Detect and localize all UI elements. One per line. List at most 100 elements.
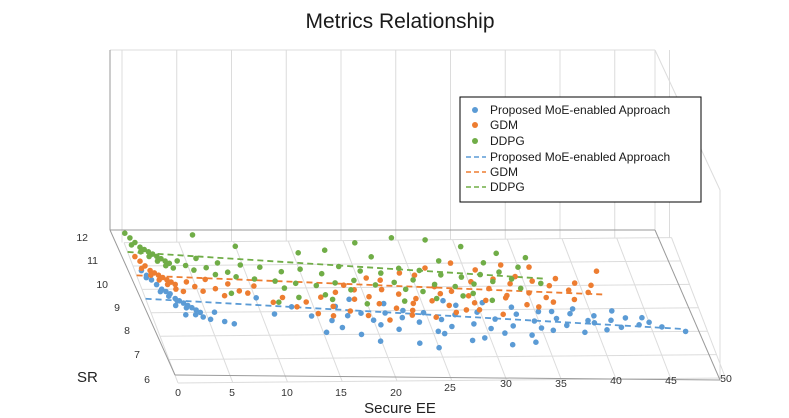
data-point [550,327,557,334]
data-point [639,314,645,321]
data-point [322,292,329,298]
data-point [492,316,498,322]
chart-title: Metrics Relationship [305,10,494,33]
floor-gridline-x [506,238,562,380]
x-tick-label: 20 [390,387,402,399]
data-point [593,268,600,275]
data-point [166,293,172,300]
data-point [526,290,532,296]
data-point [531,318,538,324]
data-point [585,317,591,324]
data-point [281,285,288,291]
data-point [440,297,446,304]
data-point [378,322,384,328]
data-point [137,258,143,265]
data-point [155,272,162,279]
data-point [143,274,150,281]
data-point [276,299,282,306]
data-point [278,268,285,275]
data-point [483,297,489,304]
data-point [192,283,198,290]
data-point [488,325,494,332]
data-point [366,293,372,300]
data-point [431,281,438,288]
data-point [446,302,453,309]
data-point [351,277,357,284]
data-point [646,319,652,326]
data-point [416,267,423,274]
data-point [330,313,337,319]
data-point [357,268,364,274]
data-point [435,258,442,264]
data-point [591,313,597,319]
data-point [522,254,529,261]
y-tick-label: 12 [76,232,88,244]
data-point [146,253,152,260]
data-point [465,293,472,299]
y-tick-label: 8 [124,325,130,337]
data-point [147,267,153,274]
data-point [515,264,521,271]
legend-label-moe-fit: Proposed MoE-enabled Approach [490,150,670,164]
data-point [497,262,504,268]
data-point [449,323,455,330]
data-point [417,340,423,347]
data-point [552,275,559,282]
data-point [137,244,143,250]
data-point [510,323,516,329]
data-point [622,315,629,321]
data-point [508,304,515,311]
data-point [138,265,145,272]
data-point [480,260,487,266]
data-point [436,344,442,351]
legend-label-gdm-fit: GDM [490,165,518,179]
data-point [183,305,190,311]
data-point [251,276,258,282]
data-point [308,313,315,319]
y-tick-label: 10 [96,279,108,291]
data-point [231,321,238,327]
data-point [295,250,302,256]
data-point [211,309,218,316]
data-point [292,280,299,287]
data-point [507,280,513,287]
floor-gridline-x [287,240,343,382]
data-point [137,249,144,255]
data-point [636,322,642,328]
data-point [339,324,346,331]
data-point [270,299,277,306]
data-point [225,281,231,287]
data-point [433,295,440,302]
data-point [207,316,214,323]
data-point [565,287,572,294]
data-point [433,314,440,321]
data-point [364,301,371,307]
data-point [553,315,560,322]
x-tick-labels: 0 5 10 15 20 25 30 35 40 45 50 [175,373,732,399]
data-point [318,294,324,301]
data-point [447,260,454,266]
data-point [571,280,578,286]
data-point [236,288,243,294]
floor-gridline-x [671,237,726,379]
x-tick-label: 40 [610,375,622,387]
data-point [452,283,459,290]
data-point [457,243,464,250]
data-point [420,288,426,295]
data-point [127,235,133,241]
data-point [438,316,445,323]
data-point [448,288,455,295]
legend: Proposed MoE-enabled Approach GDM DDPG P… [459,96,702,203]
data-point [332,280,338,286]
data-point [526,264,532,270]
data-point [585,289,591,296]
data-point [508,276,515,282]
data-point [189,232,196,238]
data-point [476,307,483,313]
data-point [533,339,539,346]
data-point [212,285,219,292]
data-point [193,255,199,262]
data-point [203,264,209,271]
data-point [212,271,219,278]
data-point [303,299,310,305]
